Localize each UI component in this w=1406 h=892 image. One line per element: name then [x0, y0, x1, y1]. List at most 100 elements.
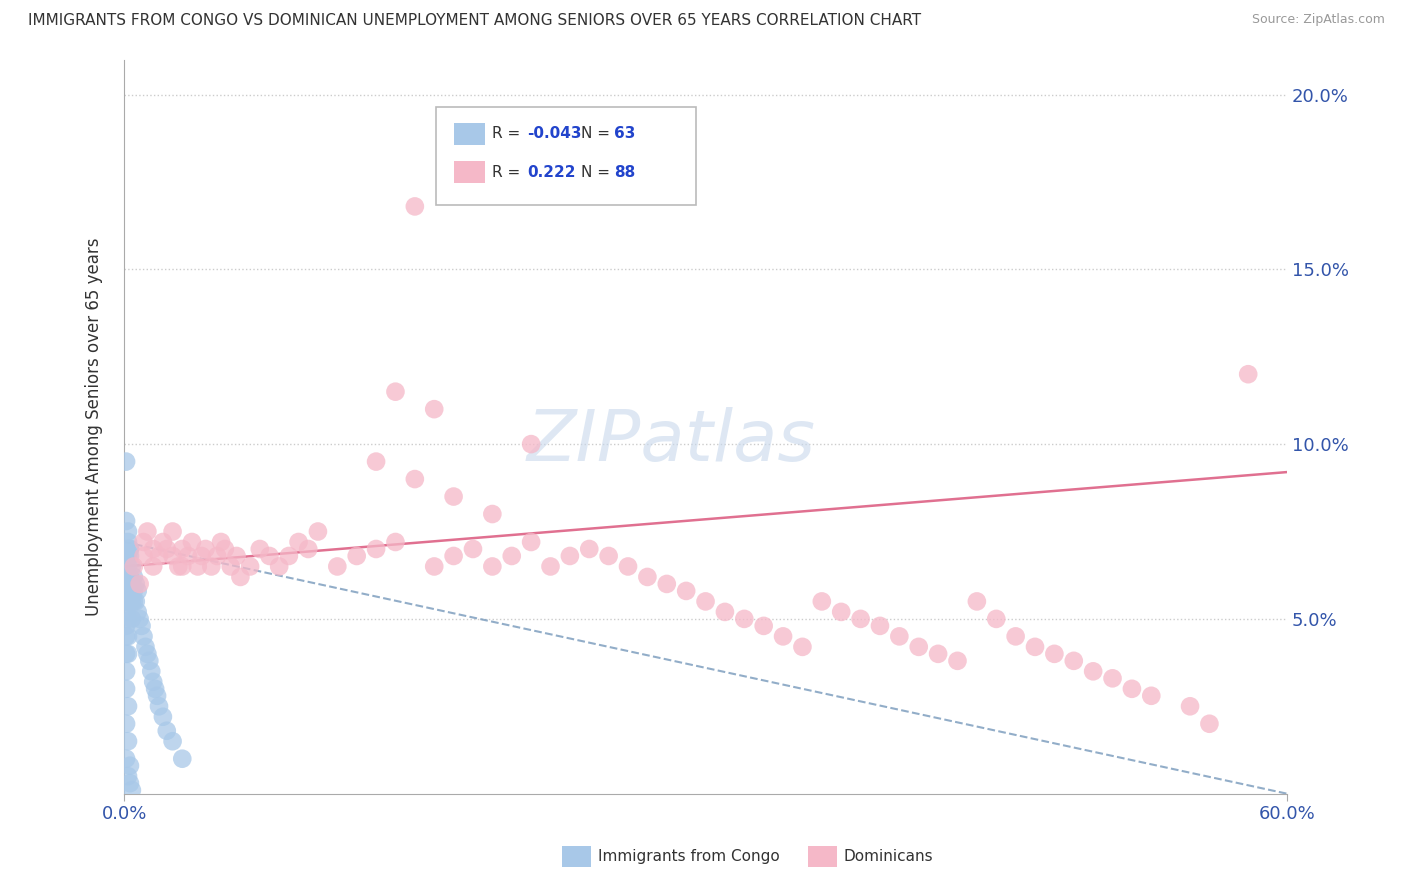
Point	[181, 535, 204, 549]
Point	[152, 710, 174, 724]
Point	[849, 612, 872, 626]
Point	[636, 570, 658, 584]
Point	[733, 612, 755, 626]
Point	[772, 629, 794, 643]
Point	[115, 559, 138, 574]
Point	[172, 541, 194, 556]
Text: 0.222: 0.222	[527, 165, 575, 179]
Point	[127, 605, 149, 619]
Text: 63: 63	[614, 127, 636, 141]
Point	[122, 594, 145, 608]
Point	[122, 570, 145, 584]
Point	[117, 594, 139, 608]
Point	[117, 535, 139, 549]
Point	[966, 594, 988, 608]
Point	[146, 689, 169, 703]
Point	[1043, 647, 1066, 661]
Text: Source: ZipAtlas.com: Source: ZipAtlas.com	[1251, 13, 1385, 27]
Point	[148, 549, 170, 563]
Point	[121, 783, 143, 797]
Point	[209, 535, 232, 549]
Point	[927, 647, 949, 661]
Point	[117, 769, 139, 783]
Point	[136, 524, 159, 539]
Point	[869, 619, 891, 633]
Point	[134, 640, 156, 654]
Point	[117, 612, 139, 626]
Point	[117, 647, 139, 661]
Point	[122, 583, 145, 598]
Point	[162, 549, 184, 563]
Point	[177, 549, 200, 563]
Text: Dominicans: Dominicans	[844, 849, 934, 863]
Point	[115, 454, 138, 468]
Point	[675, 583, 697, 598]
Point	[162, 734, 184, 748]
Point	[118, 541, 141, 556]
Point	[115, 577, 138, 591]
Point	[128, 612, 150, 626]
Point	[1121, 681, 1143, 696]
Point	[118, 541, 141, 556]
Point	[117, 559, 139, 574]
Point	[190, 549, 212, 563]
Point	[142, 559, 165, 574]
Point	[117, 549, 139, 563]
Point	[128, 577, 150, 591]
Point	[520, 437, 543, 451]
Point	[200, 559, 222, 574]
Point	[115, 619, 138, 633]
Point	[287, 535, 309, 549]
Point	[714, 605, 737, 619]
Point	[142, 541, 165, 556]
Point	[115, 594, 138, 608]
Point	[121, 577, 143, 591]
Point	[167, 559, 190, 574]
Point	[617, 559, 640, 574]
Text: 88: 88	[614, 165, 636, 179]
Point	[115, 681, 138, 696]
Point	[115, 647, 138, 661]
Point	[443, 549, 465, 563]
Point	[117, 524, 139, 539]
Point	[326, 559, 349, 574]
Point	[384, 384, 406, 399]
Point	[443, 490, 465, 504]
Text: R =: R =	[492, 165, 526, 179]
Point	[115, 583, 138, 598]
Point	[946, 654, 969, 668]
Point	[297, 541, 319, 556]
Point	[1140, 689, 1163, 703]
Point	[187, 559, 209, 574]
Point	[481, 559, 503, 574]
Text: N =: N =	[581, 165, 614, 179]
Point	[558, 549, 581, 563]
Point	[205, 549, 228, 563]
Point	[239, 559, 262, 574]
Point	[259, 549, 281, 563]
Point	[811, 594, 834, 608]
Point	[1004, 629, 1026, 643]
Point	[225, 549, 247, 563]
Point	[118, 583, 141, 598]
Point	[141, 665, 163, 679]
Point	[229, 570, 252, 584]
Point	[121, 559, 143, 574]
Point	[1178, 699, 1201, 714]
Point	[118, 570, 141, 584]
Point	[830, 605, 852, 619]
Point	[136, 647, 159, 661]
Point	[540, 559, 562, 574]
Point	[307, 524, 329, 539]
Point	[172, 752, 194, 766]
Point	[194, 541, 217, 556]
Point	[152, 535, 174, 549]
Point	[115, 665, 138, 679]
Point	[156, 723, 179, 738]
Point	[907, 640, 929, 654]
Point	[598, 549, 620, 563]
Point	[115, 605, 138, 619]
Point	[578, 541, 600, 556]
Point	[1198, 716, 1220, 731]
Point	[118, 594, 141, 608]
